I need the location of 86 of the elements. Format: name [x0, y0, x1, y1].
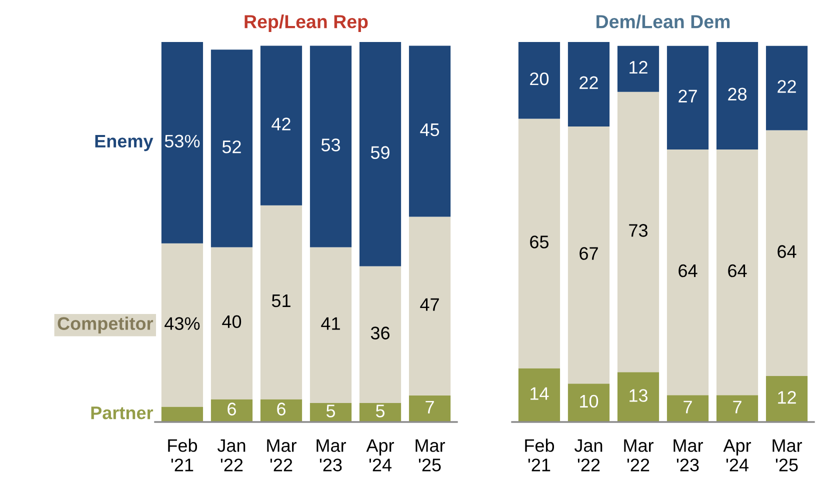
x-tick-label: Mar '23 [316, 439, 346, 472]
x-tick-label: Mar '22 [267, 439, 296, 472]
bar [408, 46, 451, 217]
data-label: 59 [370, 146, 390, 159]
bar [260, 399, 302, 422]
bar [310, 46, 352, 248]
series-label: Competitor [58, 316, 154, 334]
data-label: 41 [321, 317, 340, 330]
x-tick-label: Mar '22 [624, 439, 654, 472]
data-label: 7 [684, 400, 692, 414]
x-tick-label: Mar '25 [416, 439, 446, 472]
data-label: 36 [370, 326, 390, 340]
data-label: 67 [580, 247, 598, 260]
bar [617, 372, 660, 422]
bar [766, 376, 808, 422]
data-label: 40 [222, 315, 242, 328]
bar [408, 216, 451, 396]
data-label: 5 [326, 404, 336, 418]
bar [161, 42, 204, 244]
data-label: 64 [728, 264, 747, 278]
bar [518, 118, 560, 368]
bar [260, 46, 302, 206]
data-label: 12 [778, 391, 796, 404]
bar [666, 149, 709, 396]
data-label: 45 [420, 124, 440, 136]
data-label: 64 [778, 245, 796, 258]
data-label: 10 [580, 394, 598, 408]
bar [716, 42, 758, 150]
bar [766, 130, 808, 376]
data-label: 6 [228, 402, 236, 416]
chart-title: Dem/Lean Dem [596, 14, 730, 28]
data-label: 7 [426, 400, 434, 414]
data-label: 65 [530, 236, 549, 248]
bar [210, 247, 253, 400]
bar [568, 384, 610, 422]
data-label: 43% [164, 317, 200, 330]
x-tick-label: Mar '25 [772, 439, 802, 472]
data-label: 13 [630, 389, 648, 402]
bar [359, 42, 402, 266]
x-tick-label: Jan '22 [217, 439, 246, 472]
series-label: Enemy [95, 134, 154, 152]
bar [260, 205, 302, 400]
data-label: 42 [272, 118, 290, 130]
bar [310, 247, 352, 403]
x-tick-label: Apr '24 [723, 439, 752, 472]
chart-title: Rep/Lean Rep [244, 14, 368, 32]
bar [766, 46, 808, 130]
bar [210, 399, 253, 422]
data-label: 73 [629, 224, 648, 237]
data-label: 64 [678, 264, 698, 278]
data-label: 6 [277, 402, 286, 416]
data-label: 27 [678, 90, 697, 102]
data-label: 53 [321, 138, 340, 152]
bar [666, 46, 709, 150]
bar [666, 395, 709, 422]
bar [568, 126, 610, 384]
data-label: 53% [164, 134, 200, 148]
data-label: 22 [778, 80, 796, 93]
data-label: 22 [580, 76, 598, 89]
bar [617, 46, 660, 92]
bar [568, 42, 610, 126]
series-label: Partner [91, 406, 154, 420]
data-label: 7 [733, 400, 742, 414]
data-label: 12 [630, 60, 648, 74]
bar [518, 368, 560, 422]
bar [161, 406, 204, 422]
data-label: 28 [728, 88, 747, 101]
data-label: 14 [530, 387, 549, 400]
data-label: 20 [530, 72, 549, 86]
x-tick-label: Feb '21 [168, 438, 198, 472]
bar [518, 42, 560, 119]
x-tick-label: Apr '24 [366, 439, 394, 472]
x-tick-label: Jan '22 [574, 439, 602, 472]
data-label: 51 [272, 294, 290, 308]
data-label: 47 [420, 298, 439, 311]
bar [210, 50, 253, 248]
bar [408, 395, 451, 422]
bar [359, 266, 402, 403]
bar [716, 149, 758, 396]
bar [161, 243, 204, 407]
data-label: 5 [376, 404, 385, 418]
x-tick-label: Mar '23 [674, 439, 704, 472]
bar [617, 92, 660, 372]
bar [716, 395, 758, 422]
x-tick-label: Feb '21 [525, 438, 554, 472]
data-label: 52 [222, 140, 241, 154]
